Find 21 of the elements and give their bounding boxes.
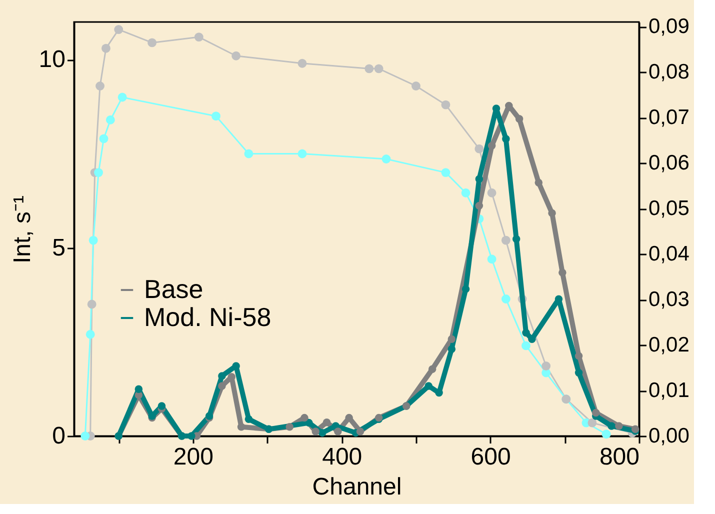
x-tick-label: 800 [599,444,640,470]
x-tick-label: 400 [322,444,362,470]
y2-tick-label: 0,01 [648,379,690,402]
y-tick-label: 0 [52,422,66,450]
y2-tick-label: 0,08 [648,60,690,84]
x-axis-title: Channel [312,474,402,500]
y2-tick-label: 0,04 [648,242,690,266]
y-axis-title: Int, s⁻¹ [8,195,36,264]
legend-label: Base [144,274,204,304]
y2-tick-label: 0,09 [648,15,690,38]
y-tick-label: 5 [52,234,66,262]
legend-label: Mod. Ni-58 [144,302,272,332]
x-tick-label: 200 [173,444,214,470]
y2-tick-label: 0,05 [648,197,690,220]
y2-tick-label: 0,07 [648,106,690,130]
y2-tick-label: 0,00 [648,424,690,448]
y2-tick-label: 0,06 [648,152,690,175]
y-tick-label: 10 [38,46,66,74]
x-tick-label: 600 [470,444,511,470]
y2-tick-label: 0,02 [648,334,690,357]
y2-tick-label: 0,03 [648,288,690,312]
